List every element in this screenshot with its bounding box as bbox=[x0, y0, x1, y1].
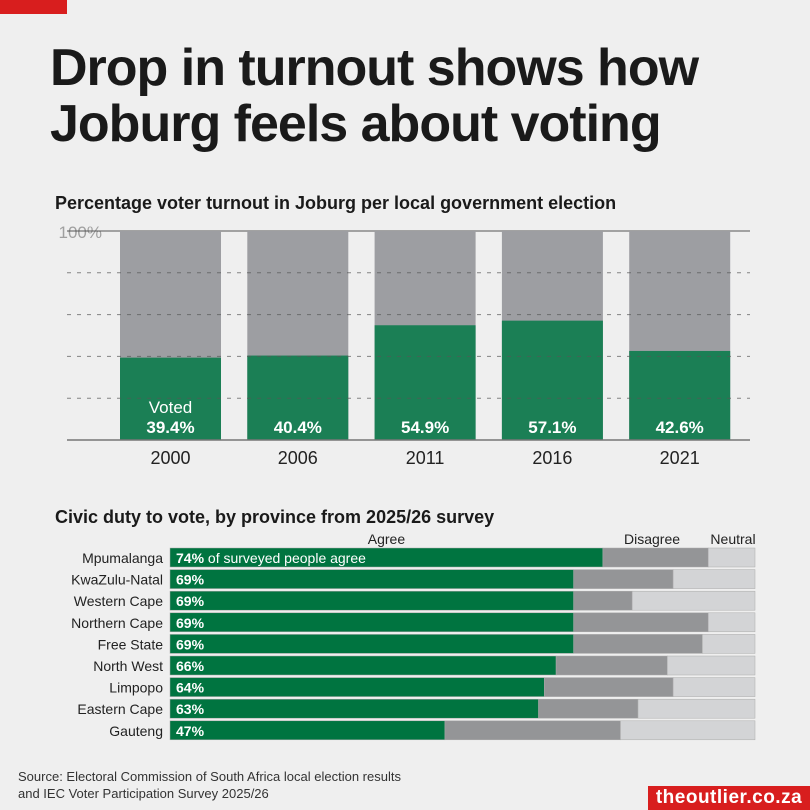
bar-agree bbox=[169, 677, 545, 697]
source-note: Source: Electoral Commission of South Af… bbox=[18, 768, 518, 802]
province-label: Eastern Cape bbox=[77, 701, 163, 717]
bar-disagree bbox=[573, 634, 703, 654]
bar-agree bbox=[169, 698, 539, 719]
bar-neutral bbox=[620, 720, 756, 741]
province-label: Gauteng bbox=[109, 723, 163, 739]
turnout-chart-title: Percentage voter turnout in Joburg per l… bbox=[55, 193, 617, 213]
bar-agree bbox=[169, 569, 574, 589]
civic-chart: Agree Disagree Neutral Mpumalanga 74% of sur… bbox=[71, 531, 756, 741]
bar-value-label: 63% bbox=[176, 701, 205, 717]
bar-value-label: 64% bbox=[176, 680, 205, 696]
brand-bar bbox=[0, 0, 67, 14]
turnout-chart: 100% 39.4%Voted 2000 40.4% 2006 54.9% 2011 57.1… bbox=[59, 223, 750, 468]
bar-disagree bbox=[573, 612, 709, 633]
bar-voted bbox=[120, 357, 221, 440]
civic-chart-title: Civic duty to vote, by province from 202… bbox=[55, 507, 495, 527]
bar-value-label: 57.1% bbox=[528, 418, 576, 437]
bar-value-label: 39.4% bbox=[146, 418, 194, 437]
x-tick-label: 2000 bbox=[150, 448, 190, 468]
province-label: Northern Cape bbox=[71, 615, 163, 631]
x-tick-label: 2006 bbox=[278, 448, 318, 468]
bar-agree bbox=[169, 612, 574, 633]
bar-neutral bbox=[707, 612, 756, 633]
source-line-1: Source: Electoral Commission of South Af… bbox=[18, 769, 401, 784]
source-line-2: and IEC Voter Participation Survey 2025/… bbox=[18, 786, 269, 801]
legend-label: Disagree bbox=[624, 531, 680, 547]
bar-disagree bbox=[444, 720, 621, 741]
x-tick-label: 2021 bbox=[660, 448, 700, 468]
bar-neutral bbox=[707, 547, 756, 568]
legend-label: Agree bbox=[368, 531, 406, 547]
bar-value-label: 54.9% bbox=[401, 418, 449, 437]
bar-agree bbox=[169, 720, 446, 741]
y-tick-label: 100% bbox=[59, 223, 102, 242]
province-label: KwaZulu-Natal bbox=[71, 572, 163, 588]
province-label: Free State bbox=[98, 636, 164, 652]
bar-agree bbox=[169, 590, 574, 611]
x-tick-label: 2016 bbox=[532, 448, 572, 468]
bar-disagree bbox=[602, 547, 709, 568]
bar-neutral bbox=[631, 590, 756, 611]
headline: Drop in turnout shows how Joburg feels a… bbox=[50, 39, 699, 153]
bar-value-label: 74% of surveyed people agree bbox=[176, 550, 366, 566]
province-label: Western Cape bbox=[74, 593, 163, 609]
bar-neutral bbox=[672, 569, 756, 589]
bar-disagree bbox=[544, 677, 674, 697]
bar-value-label: 69% bbox=[176, 572, 205, 588]
series-label: Voted bbox=[149, 398, 193, 417]
province-label: North West bbox=[93, 658, 163, 674]
bar-value-label: 69% bbox=[176, 615, 205, 631]
legend-label: Neutral bbox=[710, 531, 755, 547]
bar-agree bbox=[169, 634, 574, 654]
bar-disagree bbox=[555, 655, 668, 676]
bar-voted bbox=[501, 320, 603, 440]
bar-value-label: 66% bbox=[176, 658, 205, 674]
bar-neutral bbox=[667, 655, 756, 676]
bar-disagree bbox=[573, 590, 633, 611]
bar-disagree bbox=[538, 698, 639, 719]
bar-neutral bbox=[672, 677, 756, 697]
bar-voted bbox=[629, 350, 731, 440]
bar-value-label: 40.4% bbox=[274, 418, 322, 437]
bar-value-label: 47% bbox=[176, 723, 205, 739]
x-tick-label: 2011 bbox=[406, 448, 445, 468]
bar-voted bbox=[374, 325, 476, 440]
bar-value-label: 69% bbox=[176, 593, 205, 609]
bar-disagree bbox=[573, 569, 674, 589]
bar-agree bbox=[169, 655, 557, 676]
bar-value-label: 69% bbox=[176, 636, 205, 652]
province-label: Mpumalanga bbox=[82, 550, 163, 566]
logo: theoutlier.co.za bbox=[648, 786, 810, 810]
value-label-suffix: of surveyed people agree bbox=[204, 550, 366, 566]
bar-neutral bbox=[637, 698, 756, 719]
province-label: Limpopo bbox=[109, 680, 163, 696]
bar-value-label: 42.6% bbox=[656, 418, 704, 437]
bar-neutral bbox=[702, 634, 756, 654]
